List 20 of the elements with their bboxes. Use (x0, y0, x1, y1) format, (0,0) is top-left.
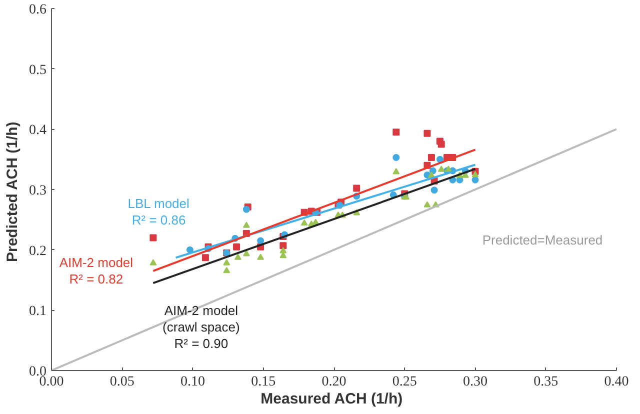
annotation: Predicted=Measured (482, 232, 603, 248)
annotation: AIM-2 model R² = 0.82 (59, 255, 134, 287)
y-tick-label: 0.2 (29, 244, 46, 259)
x-tick-label: 0.05 (110, 374, 134, 390)
y-axis-title: Predicted ACH (1/h) (4, 122, 21, 262)
y-tick-label: 0.5 (29, 62, 46, 78)
y-tick-label: 0.4 (29, 123, 46, 138)
x-tick-label: 0.10 (180, 374, 205, 390)
x-tick-label: 0.20 (322, 374, 346, 390)
x-tick-label: 0.25 (392, 374, 417, 390)
x-axis-title: Measured ACH (1/h) (260, 390, 403, 408)
annotation: AIM-2 model (crawl space) R² = 0.90 (162, 303, 240, 352)
y-tick-label: 0.3 (29, 184, 46, 198)
x-tick-label: 0.40 (604, 374, 629, 390)
x-tick-label: 0.35 (534, 374, 558, 390)
x-tick-label: 0.15 (251, 374, 276, 390)
x-tick-label: 0.30 (463, 374, 488, 390)
y-tick-label: 0.1 (29, 304, 46, 320)
annotation: LBL model R² = 0.86 (128, 196, 190, 228)
y-tick-label: 0.6 (29, 2, 46, 18)
